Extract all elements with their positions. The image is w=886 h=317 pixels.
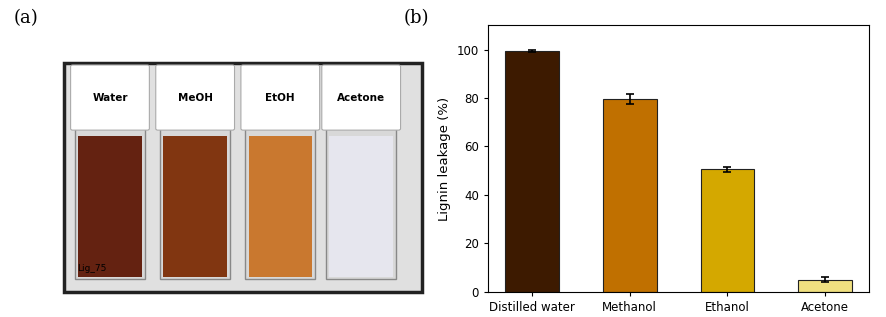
Text: Acetone: Acetone — [337, 93, 385, 103]
FancyBboxPatch shape — [241, 65, 319, 130]
Bar — [797, 280, 851, 292]
Bar — [329, 136, 392, 277]
Bar — [700, 169, 753, 292]
FancyBboxPatch shape — [156, 65, 234, 130]
Bar — [602, 99, 656, 292]
Bar — [248, 136, 312, 277]
Text: MeOH: MeOH — [177, 93, 213, 103]
Bar — [505, 51, 558, 292]
Bar — [159, 126, 230, 279]
FancyBboxPatch shape — [322, 65, 400, 130]
Text: (a): (a) — [13, 10, 38, 28]
Bar — [163, 136, 227, 277]
Bar — [326, 126, 396, 279]
Text: (b): (b) — [403, 10, 429, 27]
Bar — [78, 136, 142, 277]
Text: Lig_75: Lig_75 — [77, 264, 106, 273]
Bar — [74, 126, 145, 279]
Text: EtOH: EtOH — [265, 93, 295, 103]
Bar — [245, 126, 315, 279]
Bar — [64, 63, 422, 292]
Y-axis label: Lignin leakage (%): Lignin leakage (%) — [438, 96, 450, 221]
Text: Water: Water — [92, 93, 128, 103]
FancyBboxPatch shape — [71, 65, 149, 130]
